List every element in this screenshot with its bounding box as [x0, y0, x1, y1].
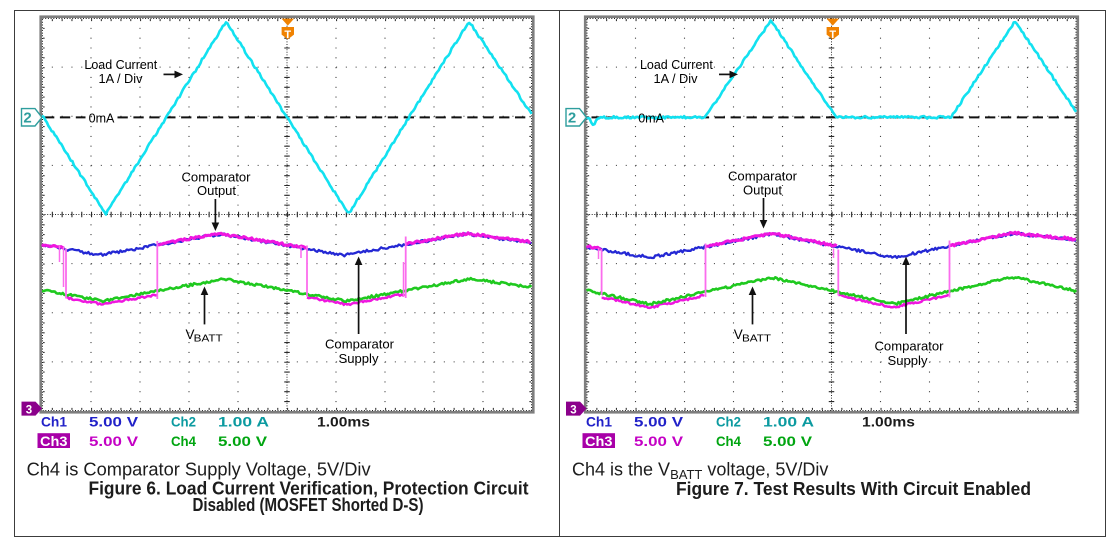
- svg-text:Ch3: Ch3: [585, 434, 613, 449]
- svg-text:1.00ms: 1.00ms: [317, 415, 370, 430]
- svg-text:1A / Div: 1A / Div: [99, 71, 143, 86]
- svg-text:5.00 V: 5.00 V: [763, 434, 812, 449]
- svg-text:5.00 V: 5.00 V: [89, 434, 138, 449]
- svg-text:T: T: [829, 29, 836, 41]
- svg-text:5.00 V: 5.00 V: [218, 434, 267, 449]
- svg-text:Ch3: Ch3: [40, 434, 68, 449]
- svg-text:Comparator: Comparator: [728, 169, 798, 184]
- svg-text:Ch1: Ch1: [586, 415, 612, 430]
- svg-text:Ch2: Ch2: [171, 415, 196, 430]
- svg-text:V: V: [186, 327, 195, 342]
- svg-text:Figure 6. Load Current Verific: Figure 6. Load Current Verification, Pro…: [89, 478, 529, 498]
- svg-text:3: 3: [26, 404, 32, 416]
- svg-text:Figure 7. Test Results With Ci: Figure 7. Test Results With Circuit Enab…: [676, 479, 1031, 499]
- svg-text:Ch1: Ch1: [41, 415, 67, 430]
- svg-text:V: V: [734, 327, 743, 342]
- svg-text:T: T: [284, 29, 291, 41]
- svg-text:1.00ms: 1.00ms: [862, 415, 915, 430]
- svg-text:Supply: Supply: [888, 353, 929, 368]
- svg-text:Ch4 is the VBATT voltage, 5V/D: Ch4 is the VBATT voltage, 5V/Div: [572, 460, 828, 483]
- svg-text:Ch4: Ch4: [716, 434, 741, 449]
- svg-text:Ch4: Ch4: [171, 434, 196, 449]
- svg-text:BATT: BATT: [194, 333, 224, 345]
- svg-text:Ch4 is Comparator Supply Volta: Ch4 is Comparator Supply Voltage, 5V/Div: [27, 460, 371, 480]
- svg-text:1.00 A: 1.00 A: [218, 415, 269, 430]
- svg-text:3: 3: [570, 404, 576, 416]
- svg-text:1.00 A: 1.00 A: [763, 415, 814, 430]
- svg-text:5.00 V: 5.00 V: [634, 415, 683, 430]
- svg-text:Comparator: Comparator: [325, 336, 395, 351]
- svg-text:Load Current: Load Current: [84, 57, 157, 72]
- svg-text:0mA: 0mA: [638, 110, 664, 125]
- svg-text:1A / Div: 1A / Div: [654, 71, 698, 86]
- svg-text:2: 2: [568, 110, 576, 127]
- svg-text:Output: Output: [197, 183, 236, 198]
- svg-text:Load Current: Load Current: [640, 57, 713, 72]
- svg-text:Disabled (MOSFET Shorted D-S): Disabled (MOSFET Shorted D-S): [193, 495, 424, 515]
- svg-text:5.00 V: 5.00 V: [634, 434, 683, 449]
- svg-text:Comparator: Comparator: [182, 169, 252, 184]
- svg-text:Output: Output: [743, 183, 782, 198]
- svg-text:2: 2: [23, 110, 31, 127]
- svg-text:0mA: 0mA: [89, 110, 115, 125]
- svg-text:5.00 V: 5.00 V: [89, 415, 138, 430]
- svg-text:Comparator: Comparator: [875, 339, 945, 354]
- svg-text:Supply: Supply: [339, 351, 380, 366]
- svg-text:Ch2: Ch2: [716, 415, 741, 430]
- svg-text:BATT: BATT: [742, 333, 772, 345]
